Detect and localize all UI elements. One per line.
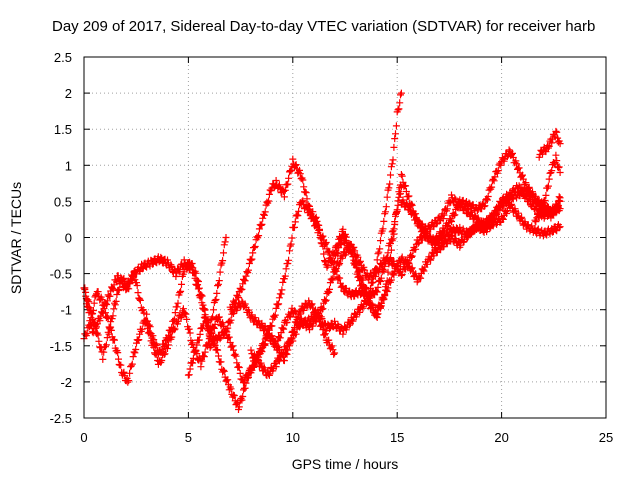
- y-tick-label: -2.5: [50, 411, 72, 426]
- y-tick-label: -1: [60, 303, 72, 318]
- axis-ticks: 0 5 10 15 20 25 -2.5 -2 -1.5 -1 -0.5 0 0.5 1 1.5 2 2.5: [50, 50, 614, 445]
- series-track-8: [331, 200, 564, 321]
- x-tick-label: 25: [599, 430, 613, 445]
- series-track-10: [535, 127, 564, 161]
- y-tick-label: 0: [65, 231, 72, 246]
- y-tick-label: 1: [65, 158, 72, 173]
- y-tick-label: -0.5: [50, 267, 72, 282]
- y-tick-label: 2: [65, 86, 72, 101]
- chart-title: Day 209 of 2017, Sidereal Day-to-day VTE…: [52, 18, 596, 35]
- marker-cluster: [397, 146, 564, 248]
- y-tick-label: 0.5: [54, 194, 72, 209]
- series-track-9: [397, 146, 564, 248]
- x-tick-label: 15: [390, 430, 404, 445]
- series-track-5: [205, 89, 405, 352]
- y-tick-label: -2: [60, 375, 72, 390]
- marker-cluster: [331, 200, 564, 321]
- y-tick-label: 1.5: [54, 122, 72, 137]
- marker-cluster: [531, 151, 564, 226]
- x-tick-label: 0: [80, 430, 87, 445]
- marker-cluster: [205, 89, 405, 352]
- x-tick-label: 10: [286, 430, 300, 445]
- y-tick-label: 2.5: [54, 50, 72, 65]
- y-tick-label: -1.5: [50, 339, 72, 354]
- x-axis-label: GPS time / hours: [291, 456, 399, 472]
- x-tick-label: 5: [185, 430, 192, 445]
- series-track-11: [531, 151, 564, 226]
- x-tick-label: 20: [494, 430, 508, 445]
- marker-cluster: [535, 127, 564, 161]
- plot-frame: [83, 56, 607, 419]
- data-points: [80, 89, 564, 413]
